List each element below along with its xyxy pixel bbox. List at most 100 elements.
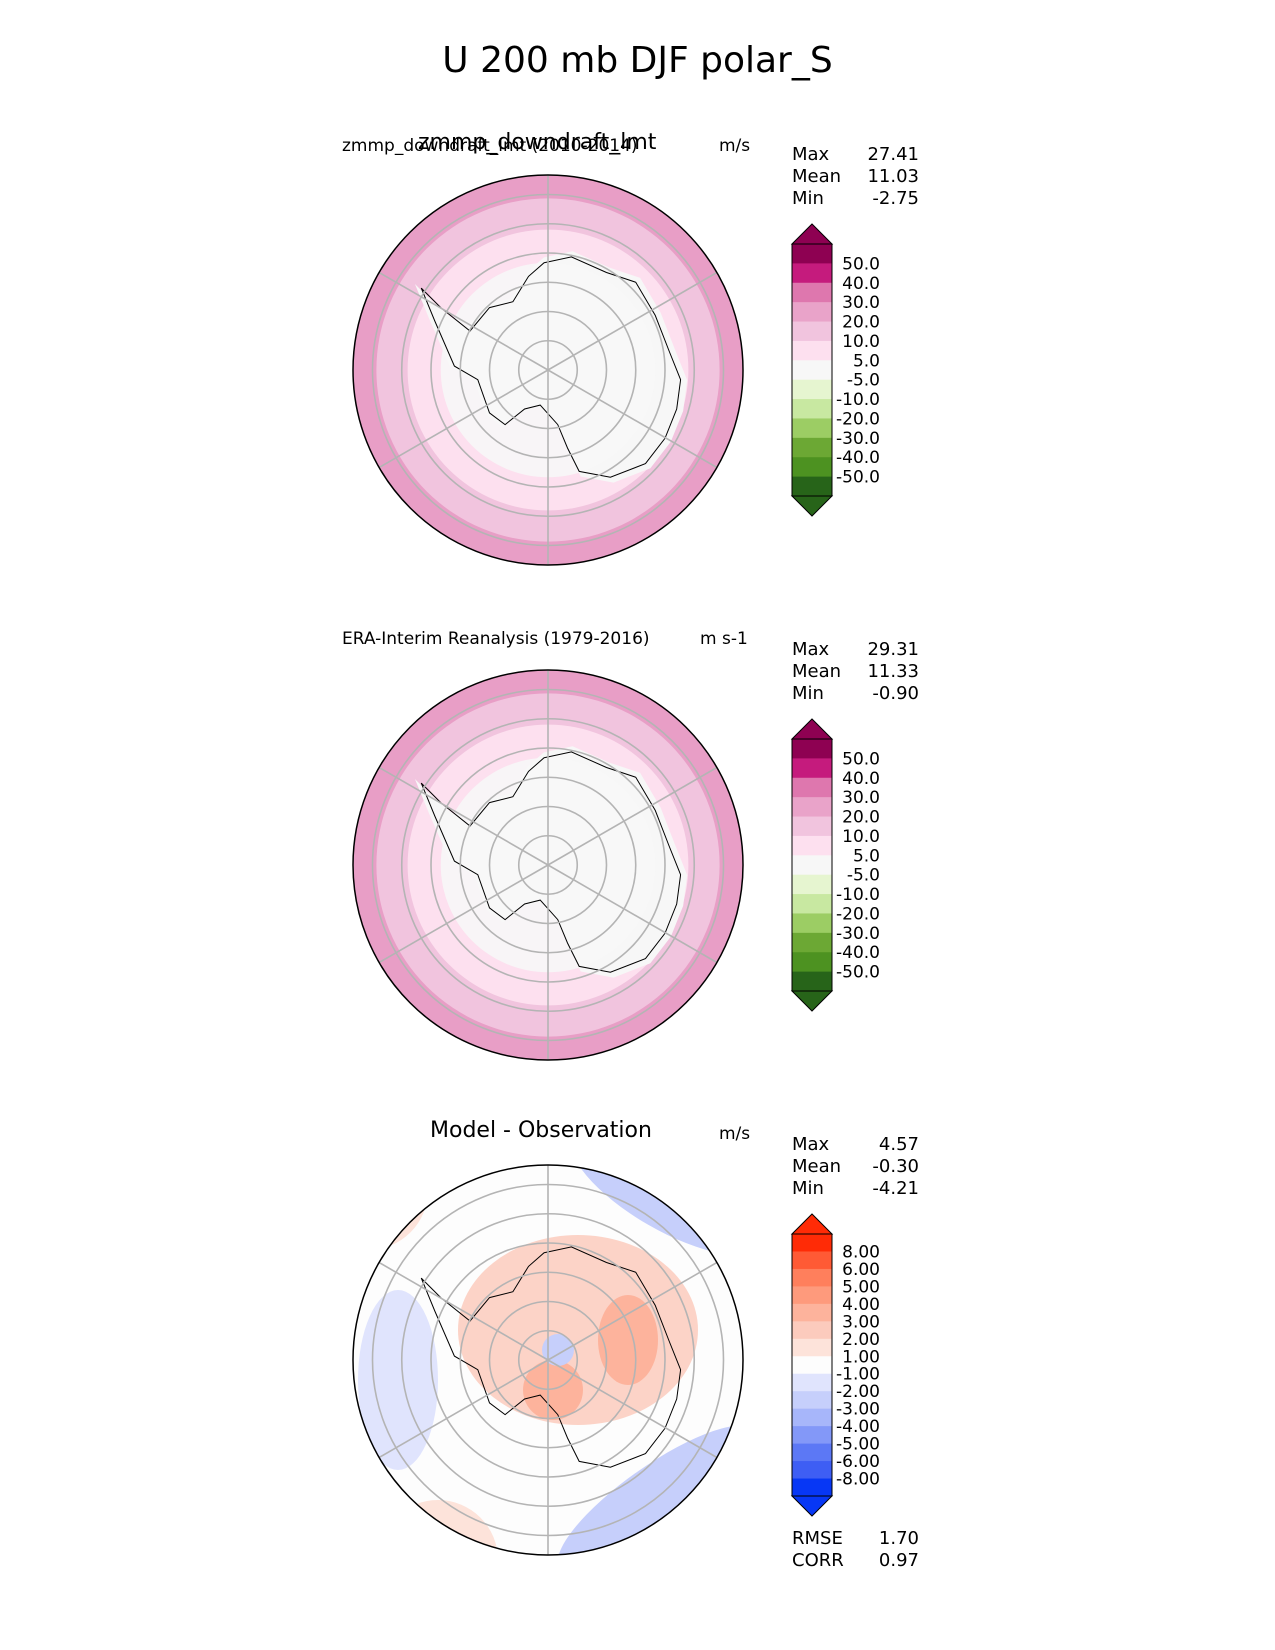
- panel-title: Model - Observation: [430, 1118, 652, 1143]
- colorbar-swatch: [792, 816, 832, 837]
- colorbar-swatch: [792, 971, 832, 992]
- colorbar-tick-label: -40.0: [836, 943, 880, 963]
- colorbar-swatch: [792, 1356, 832, 1375]
- longitude-line: [547, 369, 718, 469]
- contour-band: [378, 1500, 498, 1555]
- colorbar-frame: [791, 738, 833, 992]
- colorbar-tick-label: -2.00: [836, 1382, 880, 1402]
- colorbar-frame: [791, 243, 833, 497]
- colorbar-swatch: [792, 777, 832, 798]
- colorbar-tick-label: -1.00: [836, 1365, 880, 1385]
- colorbar-tick-label: -5.00: [836, 1435, 880, 1455]
- corr-label: CORR: [792, 1550, 844, 1571]
- colorbar-swatch: [792, 282, 832, 303]
- coastline: [420, 256, 682, 478]
- stat-min-label: Min: [792, 188, 824, 209]
- stat-max-label: Max: [792, 639, 830, 660]
- stat-min-value: -0.90: [872, 683, 919, 704]
- colorbar-extend-bottom: [790, 990, 834, 1012]
- colorbar-swatch: [792, 1268, 832, 1287]
- longitude-line: [378, 369, 549, 469]
- colorbar-extend-bottom: [790, 495, 834, 517]
- colorbar: 8.006.005.004.003.002.001.00-1.00-2.00-3…: [790, 1213, 880, 1517]
- map-field: [353, 175, 743, 565]
- longitude-line: [378, 864, 549, 964]
- longitude-line: [547, 766, 718, 866]
- stat-mean-label: Mean: [792, 166, 842, 187]
- colorbar-tick-label: 40.0: [842, 769, 880, 789]
- map-boundary: [352, 174, 744, 566]
- panel-subtitle: ERA-Interim Reanalysis (1979-2016): [342, 629, 650, 649]
- panel-units: m/s: [719, 1124, 751, 1144]
- colorbar-swatch: [792, 932, 832, 953]
- colorbar-frame: [791, 1233, 833, 1497]
- stat-mean-value: 11.03: [867, 166, 919, 187]
- colorbar-tick-label: -5.0: [847, 371, 880, 391]
- colorbar-extend-top: [790, 223, 834, 245]
- stat-max-value: 27.41: [867, 144, 919, 165]
- map-field: [353, 1165, 743, 1555]
- colorbar-swatch: [792, 1461, 832, 1480]
- colorbar-tick-label: 40.0: [842, 274, 880, 294]
- colorbar-swatch: [792, 399, 832, 419]
- colorbar-swatch: [792, 1426, 832, 1445]
- colorbar-swatch: [792, 379, 832, 400]
- colorbar-tick-label: 8.00: [842, 1242, 880, 1262]
- panel-units: m s-1: [700, 629, 748, 649]
- colorbar-tick-label: -20.0: [836, 904, 880, 924]
- colorbar-tick-label: 30.0: [842, 788, 880, 808]
- colorbar-swatch: [792, 321, 832, 342]
- colorbar-swatch: [792, 457, 832, 478]
- colorbar-tick-label: 1.00: [842, 1347, 880, 1367]
- stat-min-value: -4.21: [872, 1178, 919, 1199]
- colorbar-swatch: [792, 1373, 832, 1392]
- longitude-line: [547, 1261, 718, 1361]
- colorbar-tick-label: 5.0: [853, 846, 880, 866]
- polar-map: [352, 1164, 744, 1556]
- colorbar-swatch: [792, 952, 832, 973]
- longitude-line: [547, 864, 718, 964]
- contour-band: [523, 1360, 583, 1420]
- colorbar-swatch: [792, 360, 832, 381]
- colorbar-tick-label: -30.0: [836, 924, 880, 944]
- panel-title: zmmp_downdraft_lmt: [418, 130, 657, 155]
- stat-mean-value: -0.30: [872, 1156, 919, 1177]
- longitude-line: [378, 1359, 549, 1459]
- panel-diff: Model - Observation m/s Max 4.57 Mean -0…: [0, 1110, 1275, 1590]
- colorbar-swatch: [792, 835, 832, 856]
- colorbar-tick-label: -6.00: [836, 1452, 880, 1472]
- colorbar-swatch: [792, 758, 832, 779]
- colorbar-swatch: [792, 1338, 832, 1357]
- colorbar-extend-bottom: [790, 1495, 834, 1517]
- longitude-line: [547, 1359, 718, 1459]
- colorbar-tick-label: -50.0: [836, 963, 880, 983]
- stat-mean-value: 11.33: [867, 661, 919, 682]
- colorbar-tick-label: 3.00: [842, 1312, 880, 1332]
- colorbar-tick-label: -4.00: [836, 1417, 880, 1437]
- colorbar-swatch: [792, 1478, 832, 1497]
- contour-band: [358, 1290, 438, 1470]
- colorbar-tick-label: 20.0: [842, 313, 880, 333]
- colorbar-swatch: [792, 1234, 832, 1252]
- colorbar-swatch: [792, 1391, 832, 1410]
- stat-min-value: -2.75: [872, 188, 919, 209]
- colorbar: 50.040.030.020.010.05.0-5.0-10.0-20.0-30…: [790, 223, 880, 517]
- colorbar-swatch: [792, 1321, 832, 1340]
- stat-max-value: 29.31: [867, 639, 919, 660]
- colorbar-swatch: [792, 874, 832, 895]
- colorbar-tick-label: 20.0: [842, 808, 880, 828]
- colorbar-tick-label: -40.0: [836, 448, 880, 468]
- figure-title: U 200 mb DJF polar_S: [442, 40, 833, 81]
- colorbar-swatch: [792, 797, 832, 818]
- rmse-value: 1.70: [878, 1528, 919, 1549]
- stat-mean-label: Mean: [792, 1156, 842, 1177]
- stat-max-value: 4.57: [878, 1134, 919, 1155]
- colorbar-tick-label: 30.0: [842, 293, 880, 313]
- panel-subtitle: zmmp_downdraft_lmt (2010-2014): [342, 136, 638, 156]
- colorbar-extend-top: [790, 718, 834, 740]
- colorbar-swatch: [792, 476, 832, 497]
- colorbar-tick-label: 10.0: [842, 332, 880, 352]
- colorbar-tick-label: 4.00: [842, 1295, 880, 1315]
- rmse-label: RMSE: [792, 1528, 843, 1549]
- colorbar-swatch: [792, 1286, 832, 1305]
